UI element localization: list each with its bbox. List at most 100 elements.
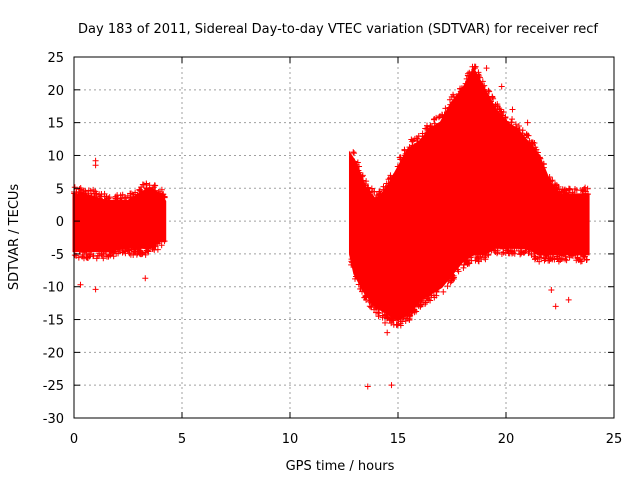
y-tick-label: 5 xyxy=(56,182,64,197)
data-point xyxy=(519,130,526,137)
data-point xyxy=(355,167,362,174)
data-point xyxy=(547,255,554,262)
data-point xyxy=(481,254,488,261)
data-point xyxy=(145,244,152,251)
data-point xyxy=(433,114,440,121)
data-point xyxy=(423,125,430,132)
y-tick-label: -5 xyxy=(51,248,64,263)
data-point xyxy=(100,255,107,262)
data-point xyxy=(382,184,389,191)
data-point xyxy=(462,80,469,87)
data-point xyxy=(578,258,585,265)
data-point xyxy=(367,297,374,304)
y-tick-label: -10 xyxy=(43,281,64,296)
y-tick-label: -15 xyxy=(43,314,64,329)
data-point xyxy=(91,193,98,200)
data-point xyxy=(566,185,573,192)
data-point xyxy=(508,119,515,126)
data-point xyxy=(480,83,487,90)
y-tick-label: -20 xyxy=(43,346,64,361)
data-point xyxy=(368,304,375,311)
data-point xyxy=(481,82,488,89)
data-point xyxy=(382,313,389,320)
data-point xyxy=(359,177,366,184)
data-point xyxy=(161,238,168,245)
data-point xyxy=(399,318,406,325)
data-point xyxy=(84,253,91,260)
data-point xyxy=(554,186,561,193)
y-tick-label: 20 xyxy=(47,84,64,99)
data-point xyxy=(371,306,378,313)
data-point xyxy=(81,190,88,197)
data-point xyxy=(502,249,509,256)
data-point xyxy=(444,283,451,290)
data-point xyxy=(124,246,131,253)
data-point xyxy=(390,321,397,328)
data-point xyxy=(422,301,429,308)
x-axis-label: GPS time / hours xyxy=(286,459,395,474)
data-point xyxy=(371,188,378,195)
chart-title: Day 183 of 2011, Sidereal Day-to-day VTE… xyxy=(78,22,598,37)
data-point xyxy=(79,253,86,260)
data-point xyxy=(455,268,462,275)
data-point xyxy=(502,118,509,125)
data-point xyxy=(156,190,163,197)
data-point xyxy=(129,191,136,198)
data-point xyxy=(580,253,587,260)
data-point xyxy=(522,244,529,251)
data-point xyxy=(435,114,442,121)
data-point xyxy=(102,251,109,258)
data-point xyxy=(152,182,159,189)
data-point xyxy=(419,133,426,140)
data-point xyxy=(475,71,482,78)
data-point xyxy=(359,173,366,180)
y-tick-label: -30 xyxy=(43,412,64,427)
data-point xyxy=(96,250,103,257)
data-point xyxy=(555,183,562,190)
data-point xyxy=(121,194,128,201)
data-point xyxy=(437,113,444,120)
data-point xyxy=(464,70,471,77)
data-point xyxy=(490,95,497,102)
x-tick-label: 5 xyxy=(178,432,186,447)
data-point xyxy=(397,154,404,161)
data-point xyxy=(413,300,420,307)
data-point xyxy=(127,195,134,202)
data-point xyxy=(562,256,569,263)
data-point xyxy=(444,108,451,115)
data-point xyxy=(463,75,470,82)
data-point xyxy=(151,242,158,249)
data-point xyxy=(496,105,503,112)
data-point xyxy=(468,68,475,75)
data-point xyxy=(523,131,530,138)
data-point xyxy=(414,135,421,142)
data-point xyxy=(120,245,127,252)
data-point xyxy=(497,108,504,115)
data-point xyxy=(373,195,380,202)
data-point xyxy=(104,195,111,202)
data-point xyxy=(498,250,505,257)
grid-lines xyxy=(74,57,614,418)
data-point xyxy=(428,122,435,129)
outlier-point xyxy=(375,313,382,320)
outlier-point xyxy=(371,293,378,300)
x-tick-label: 25 xyxy=(606,432,623,447)
data-point xyxy=(402,150,409,157)
data-point xyxy=(479,78,486,85)
data-point xyxy=(563,257,570,264)
plot-border xyxy=(73,56,615,419)
data-point xyxy=(156,238,163,245)
outlier-point xyxy=(77,281,84,288)
data-point xyxy=(113,250,120,257)
data-point xyxy=(513,245,520,252)
data-point xyxy=(71,184,78,191)
data-point xyxy=(488,247,495,254)
data-point xyxy=(563,187,570,194)
data-point xyxy=(561,186,568,193)
x-tick-label: 10 xyxy=(282,432,299,447)
data-point xyxy=(149,186,156,193)
data-point xyxy=(477,251,484,258)
data-point xyxy=(449,275,456,282)
data-point xyxy=(499,112,506,119)
data-point xyxy=(394,163,401,170)
